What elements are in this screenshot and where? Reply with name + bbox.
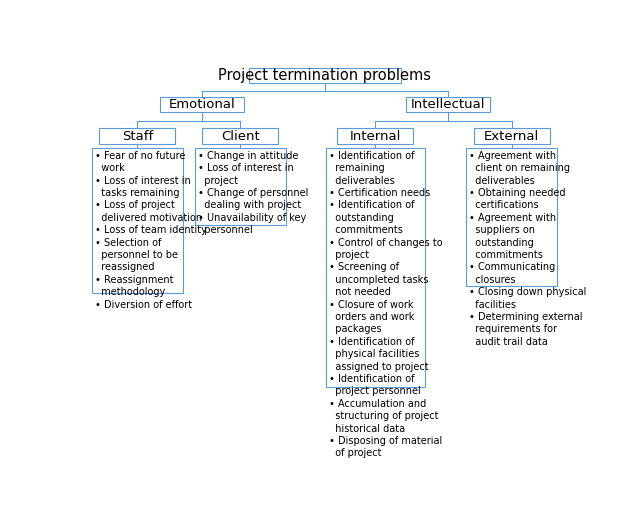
FancyBboxPatch shape bbox=[466, 148, 557, 286]
Text: • Agreement with
  client on remaining
  deliverables
• Obtaining needed
  certi: • Agreement with client on remaining del… bbox=[469, 151, 586, 347]
FancyBboxPatch shape bbox=[337, 129, 413, 144]
Text: • Fear of no future
  work
• Loss of interest in
  tasks remaining
• Loss of pro: • Fear of no future work • Loss of inter… bbox=[94, 151, 207, 310]
FancyBboxPatch shape bbox=[100, 129, 176, 144]
Text: Project termination problems: Project termination problems bbox=[219, 68, 431, 83]
FancyBboxPatch shape bbox=[92, 148, 183, 293]
Text: Emotional: Emotional bbox=[168, 98, 235, 111]
FancyBboxPatch shape bbox=[406, 97, 490, 112]
FancyBboxPatch shape bbox=[195, 148, 286, 225]
Text: Internal: Internal bbox=[349, 130, 401, 143]
Text: External: External bbox=[484, 130, 540, 143]
Text: Staff: Staff bbox=[122, 130, 153, 143]
Text: Intellectual: Intellectual bbox=[411, 98, 486, 111]
FancyBboxPatch shape bbox=[202, 129, 278, 144]
FancyBboxPatch shape bbox=[249, 68, 401, 83]
FancyBboxPatch shape bbox=[326, 148, 425, 387]
FancyBboxPatch shape bbox=[160, 97, 243, 112]
Text: • Identification of
  remaining
  deliverables
• Certification needs
• Identific: • Identification of remaining deliverabl… bbox=[329, 151, 443, 458]
Text: Client: Client bbox=[221, 130, 260, 143]
FancyBboxPatch shape bbox=[474, 129, 550, 144]
Text: • Change in attitude
• Loss of interest in
  project
• Change of personnel
  dea: • Change in attitude • Loss of interest … bbox=[198, 151, 308, 235]
